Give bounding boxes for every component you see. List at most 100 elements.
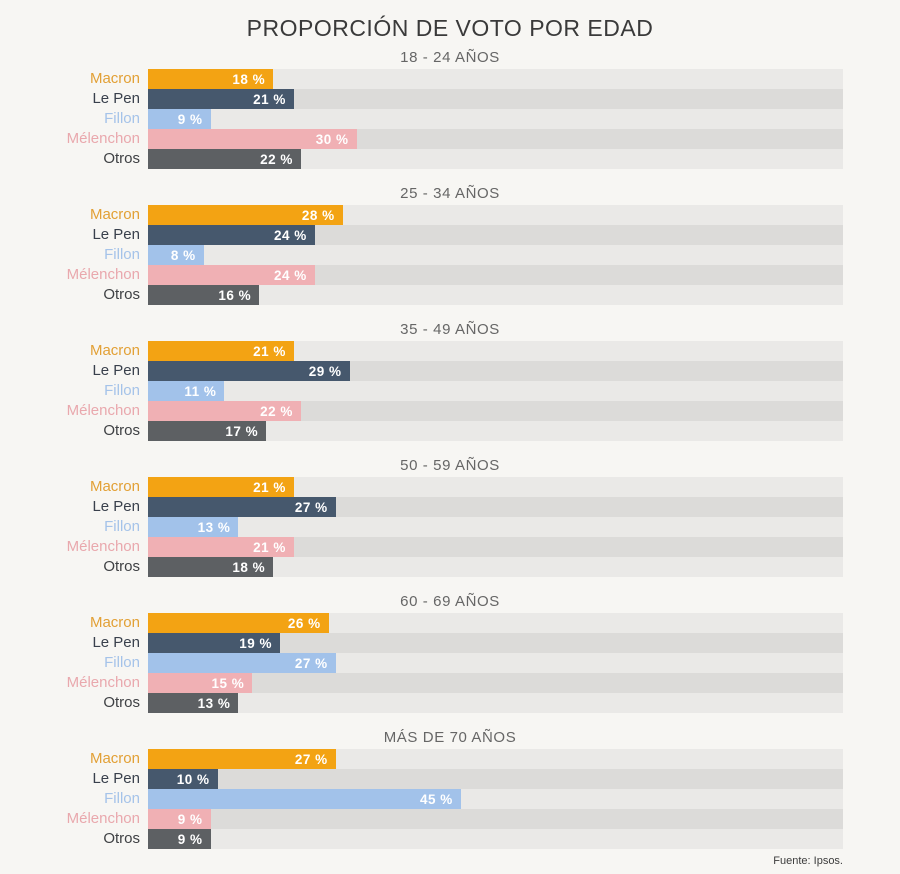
bar-row: Mélenchon 24 % (0, 265, 843, 285)
bar-row: Macron 26 % (0, 613, 843, 633)
candidate-label: Mélenchon (66, 130, 140, 147)
bar-rows: Macron 26 % Le Pen 19 % Fillon 27 % Mélenchon 1… (0, 613, 843, 713)
bar-track: 8 % (148, 245, 843, 265)
bar-row: Mélenchon 9 % (0, 809, 843, 829)
bar-row: Mélenchon 21 % (0, 537, 843, 557)
bar-track: 27 % (148, 653, 843, 673)
bar-row: Otros 22 % (0, 149, 843, 169)
bar-fillon: 27 % (148, 653, 336, 673)
candidate-label: Macron (89, 478, 140, 495)
bar-value-label: 11 % (184, 383, 217, 399)
candidate-label: Le Pen (92, 226, 140, 243)
bar-otros: 16 % (148, 285, 260, 305)
candidate-label: Macron (89, 70, 140, 87)
candidate-label: Fillon (104, 790, 140, 807)
page-title: PROPORCIÓN DE VOTO POR EDAD (246, 15, 654, 41)
bar-value-label: 21 % (253, 91, 286, 107)
bar-row: Macron 21 % (0, 341, 843, 361)
bar-row: Fillon 9 % (0, 109, 843, 129)
source-note: Fuente: Ipsos. (773, 855, 843, 867)
bar-value-label: 21 % (253, 479, 286, 495)
bar-value-label: 18 % (232, 71, 266, 87)
candidate-label: Mélenchon (66, 402, 140, 419)
bar-value-label: 45 % (419, 791, 453, 807)
chart-groups-container: 18 - 24 AÑOS Macron 18 % Le Pen 21 % Fillon 9 … (0, 48, 900, 849)
age-group-header: 35 - 49 AÑOS (400, 321, 500, 338)
candidate-label: Macron (89, 342, 140, 359)
bar-otros: 9 % (148, 829, 211, 849)
bar-value-label: 21 % (253, 343, 286, 359)
bar-track: 26 % (148, 613, 843, 633)
bar-track: 15 % (148, 673, 843, 693)
bar-track: 9 % (148, 809, 843, 829)
bar-rows: Macron 21 % Le Pen 27 % Fillon 13 % Mélenchon 2… (0, 477, 843, 577)
bar-track: 28 % (148, 205, 843, 225)
bar-rows: Macron 21 % Le Pen 29 % Fillon 11 % Mélenchon 2… (0, 341, 843, 441)
bar-value-label: 29 % (308, 363, 342, 379)
candidate-label: Le Pen (92, 634, 140, 651)
bar-row: Macron 21 % (0, 477, 843, 497)
bar-value-label: 27 % (294, 751, 328, 767)
bar-track: 9 % (148, 829, 843, 849)
bar-row: Otros 9 % (0, 829, 843, 849)
bar-otros: 17 % (148, 421, 267, 441)
bar-track: 45 % (148, 789, 843, 809)
candidate-label: Macron (89, 614, 140, 631)
bar-row: Le Pen 21 % (0, 89, 843, 109)
bar-track: 19 % (148, 633, 843, 653)
bar-fillon: 11 % (148, 381, 225, 401)
bar-track: 22 % (148, 149, 843, 169)
bar-row: Mélenchon 30 % (0, 129, 843, 149)
bar-melenchon: 30 % (148, 129, 357, 149)
bar-le-pen: 19 % (148, 633, 281, 653)
bar-rows: Macron 27 % Le Pen 10 % Fillon 45 % Mélenchon 9… (0, 749, 843, 849)
age-group-header: 18 - 24 AÑOS (400, 49, 500, 66)
bar-value-label: 27 % (294, 499, 328, 515)
bar-row: Fillon 11 % (0, 381, 843, 401)
bar-le-pen: 21 % (148, 89, 294, 109)
bar-row: Mélenchon 15 % (0, 673, 843, 693)
bar-row: Otros 18 % (0, 557, 843, 577)
bar-value-label: 26 % (287, 615, 321, 631)
candidate-label: Le Pen (92, 770, 140, 787)
bar-macron: 21 % (148, 477, 294, 497)
bar-row: Macron 28 % (0, 205, 843, 225)
bar-row: Otros 17 % (0, 421, 843, 441)
candidate-label: Macron (89, 750, 140, 767)
age-group-section-3: 50 - 59 AÑOS Macron 21 % Le Pen 27 % Fillon 13… (0, 456, 900, 577)
age-group-header: 25 - 34 AÑOS (400, 185, 500, 202)
bar-value-label: 16 % (218, 287, 252, 303)
bar-value-label: 13 % (197, 695, 231, 711)
bar-value-label: 8 % (170, 247, 196, 263)
bar-otros: 18 % (148, 557, 274, 577)
bar-track: 21 % (148, 537, 843, 557)
bar-track: 29 % (148, 361, 843, 381)
bar-fillon: 45 % (148, 789, 461, 809)
bar-le-pen: 29 % (148, 361, 350, 381)
candidate-label: Fillon (104, 518, 140, 535)
bar-value-label: 10 % (176, 771, 210, 787)
bar-value-label: 9 % (177, 831, 203, 847)
bar-row: Otros 13 % (0, 693, 843, 713)
bar-melenchon: 21 % (148, 537, 294, 557)
age-group-header: 60 - 69 AÑOS (400, 593, 500, 610)
bar-track: 30 % (148, 129, 843, 149)
age-group-header: 50 - 59 AÑOS (400, 457, 500, 474)
bar-row: Le Pen 29 % (0, 361, 843, 381)
candidate-label: Fillon (104, 246, 140, 263)
bar-value-label: 9 % (177, 111, 203, 127)
bar-value-label: 18 % (232, 559, 266, 575)
bar-melenchon: 15 % (148, 673, 253, 693)
bar-le-pen: 27 % (148, 497, 336, 517)
bar-value-label: 21 % (253, 539, 286, 555)
age-group-section-4: 60 - 69 AÑOS Macron 26 % Le Pen 19 % Fillon 27… (0, 592, 900, 713)
bar-otros: 22 % (148, 149, 301, 169)
bar-fillon: 8 % (148, 245, 204, 265)
bar-row: Fillon 45 % (0, 789, 843, 809)
candidate-label: Fillon (104, 382, 140, 399)
bar-track: 22 % (148, 401, 843, 421)
bar-row: Otros 16 % (0, 285, 843, 305)
bar-value-label: 22 % (260, 403, 293, 419)
bar-track: 27 % (148, 749, 843, 769)
bar-value-label: 19 % (239, 635, 273, 651)
